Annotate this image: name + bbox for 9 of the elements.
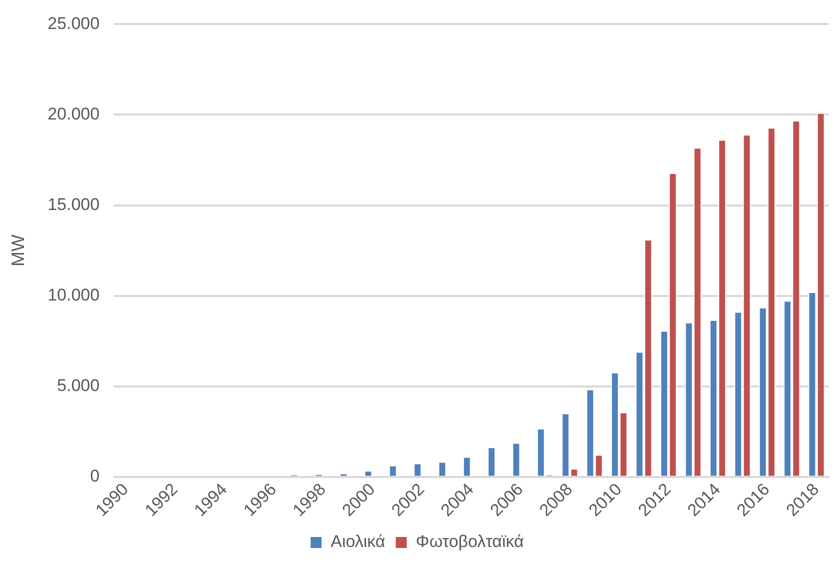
y-tick-label: 15.000 [48, 194, 100, 214]
y-axis-title: MW [8, 234, 28, 267]
y-tick-label: 5.000 [57, 376, 100, 395]
y-tick-label: 10.000 [48, 285, 100, 304]
y-tick-label: 0 [90, 466, 100, 486]
legend-label: Αιολικά [330, 532, 386, 552]
legend-label: Φωτοβολταϊκά [416, 532, 524, 552]
y-tick-label: 25.000 [48, 14, 100, 33]
y-tick-label: 20.000 [48, 104, 100, 124]
